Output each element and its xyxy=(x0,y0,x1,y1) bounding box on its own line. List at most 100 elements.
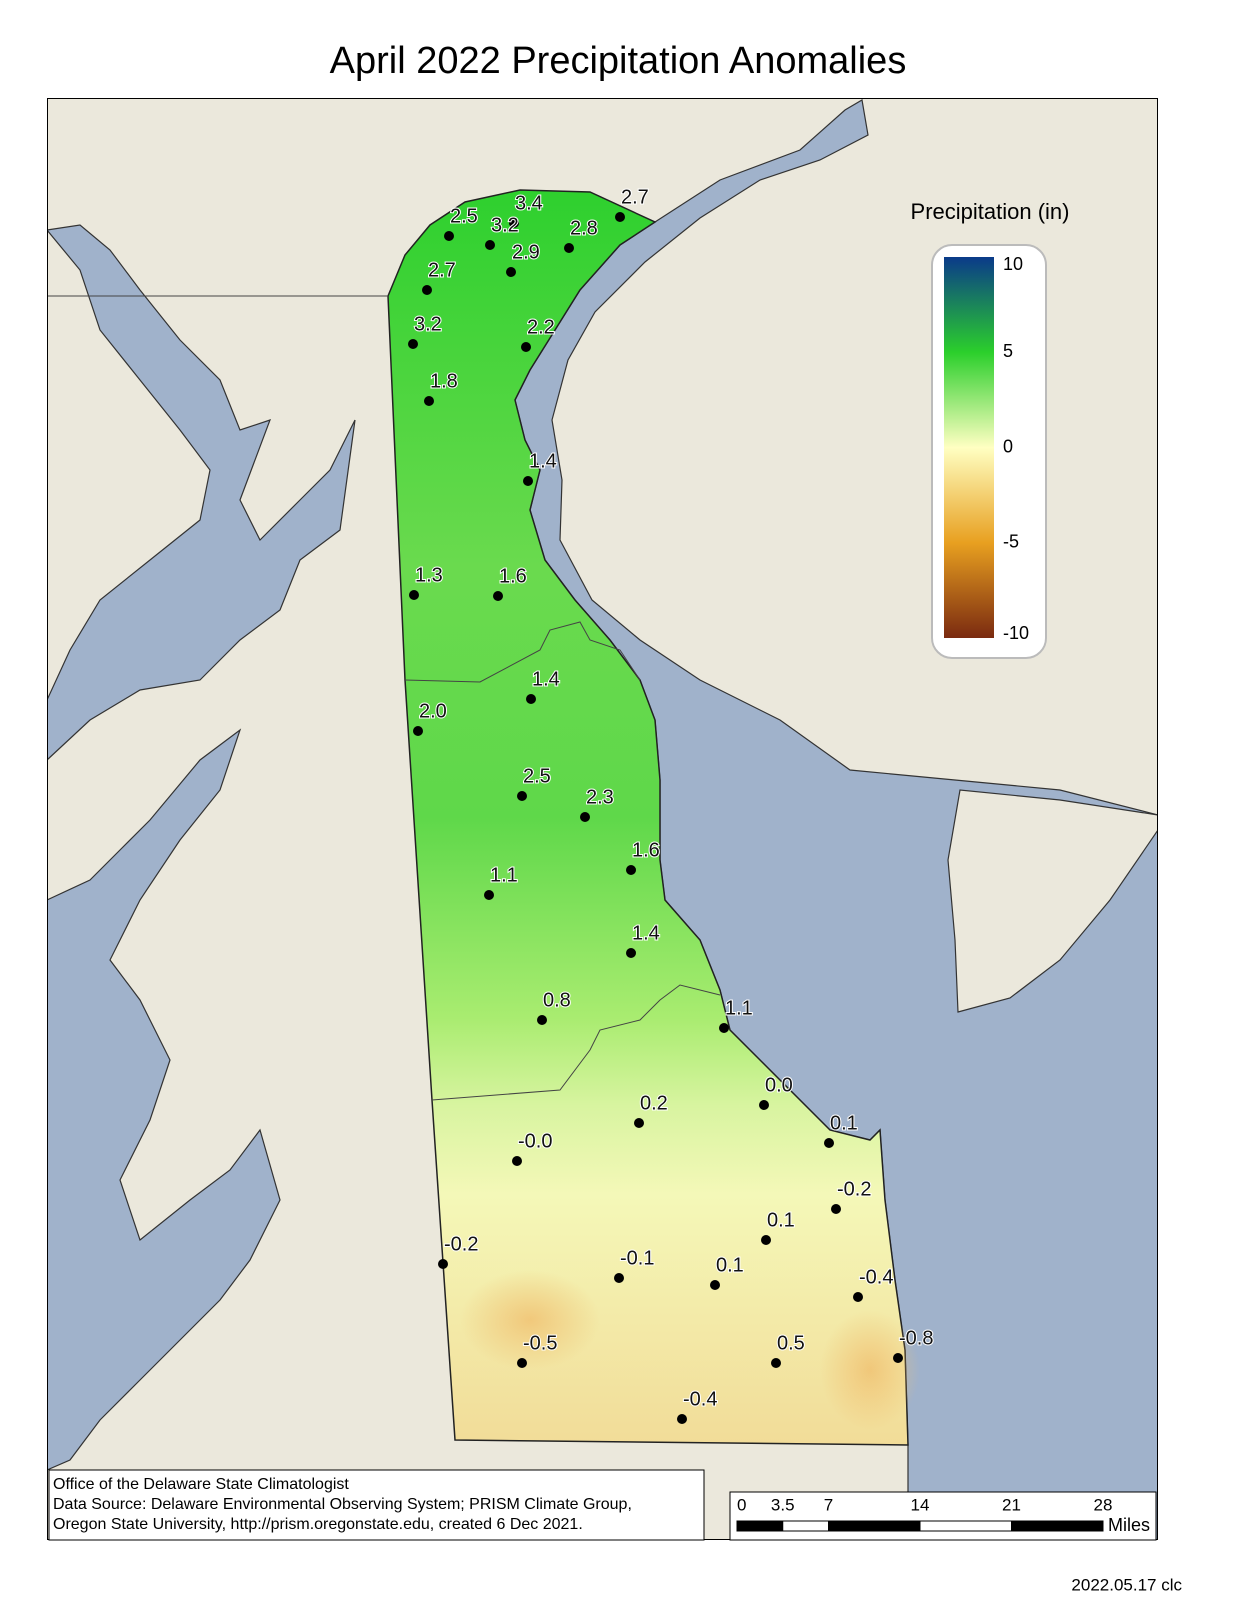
station-label: 1.8 xyxy=(430,370,458,392)
station-label: 1.6 xyxy=(632,839,660,861)
station-label: 1.4 xyxy=(529,450,557,472)
scale-segment xyxy=(736,1520,784,1532)
station-label: -0.1 xyxy=(620,1247,654,1269)
station-dot xyxy=(759,1100,769,1110)
map-title: April 2022 Precipitation Anomalies xyxy=(330,40,907,82)
station-label: 0.1 xyxy=(830,1112,858,1134)
station-label: 0.2 xyxy=(640,1092,668,1114)
station-dot xyxy=(710,1280,720,1290)
scale-segment xyxy=(919,1520,1012,1532)
legend-tick-label: 0 xyxy=(1003,436,1013,456)
station-label: 2.7 xyxy=(428,259,456,281)
station-dot xyxy=(493,591,503,601)
station-dot xyxy=(512,1156,522,1166)
station-label: 2.5 xyxy=(523,765,551,787)
station-dot xyxy=(526,694,536,704)
station-dot xyxy=(506,267,516,277)
station-dot xyxy=(484,890,494,900)
station-dot xyxy=(893,1353,903,1363)
station-dot xyxy=(564,243,574,253)
station-label: -0.2 xyxy=(837,1178,871,1200)
station-label: 0.1 xyxy=(767,1209,795,1231)
scale-tick-label: 14 xyxy=(911,1495,930,1514)
station-label: 2.5 xyxy=(450,205,478,227)
scale-segment xyxy=(782,1520,829,1532)
station-label: 0.8 xyxy=(543,989,571,1011)
station-dot xyxy=(614,1273,624,1283)
station-label: 2.3 xyxy=(586,786,614,808)
station-label: 0.5 xyxy=(777,1332,805,1354)
station-label: 1.4 xyxy=(532,668,560,690)
station-dot xyxy=(615,212,625,222)
scale-tick-label: 28 xyxy=(1094,1495,1113,1514)
station-label: 2.7 xyxy=(621,186,649,208)
station-dot xyxy=(521,342,531,352)
station-label: 3.4 xyxy=(515,192,543,214)
station-label: 2.8 xyxy=(570,217,598,239)
station-dot xyxy=(408,339,418,349)
station-label: 2.9 xyxy=(512,241,540,263)
station-dot xyxy=(626,948,636,958)
station-label: 1.4 xyxy=(632,922,660,944)
stations: 2.72.53.43.2 2.82.92.73.2 2.21.81.41.3 1.61… xyxy=(408,185,934,1424)
scale-tick-label: 0 xyxy=(737,1495,746,1514)
station-dot xyxy=(517,791,527,801)
station-dot xyxy=(771,1358,781,1368)
station-label: -0.2 xyxy=(444,1233,478,1255)
station-dot xyxy=(831,1204,841,1214)
legend-title: Precipitation (in) xyxy=(911,199,1070,224)
station-label: -0.4 xyxy=(683,1388,717,1410)
station-label: 0.1 xyxy=(716,1254,744,1276)
station-dot xyxy=(413,726,423,736)
station-dot xyxy=(719,1023,729,1033)
scale-tick-label: 3.5 xyxy=(771,1495,795,1514)
station-dot xyxy=(422,285,432,295)
station-dot xyxy=(761,1235,771,1245)
credit-line: Data Source: Delaware Environmental Obse… xyxy=(53,1496,632,1513)
scale-box xyxy=(729,1491,1157,1541)
station-dot xyxy=(424,396,434,406)
scale-segment xyxy=(828,1520,921,1532)
station-label: -0.4 xyxy=(859,1266,893,1288)
station-label: 3.2 xyxy=(491,214,519,236)
legend-tick-label: 5 xyxy=(1003,341,1013,361)
legend-tick-label: -5 xyxy=(1003,532,1019,552)
legend-tick-label: -10 xyxy=(1003,623,1029,643)
station-dot xyxy=(580,812,590,822)
station-label: 3.2 xyxy=(414,313,442,335)
station-label: 1.3 xyxy=(415,564,443,586)
station-label: 0.0 xyxy=(765,1074,793,1096)
station-dot xyxy=(444,231,454,241)
legend-colorbar xyxy=(944,257,994,638)
station-dot xyxy=(853,1292,863,1302)
station-label: -0.5 xyxy=(523,1332,557,1354)
stamp: 2022.05.17 clc xyxy=(1071,1575,1182,1594)
station-dot xyxy=(824,1138,834,1148)
station-label: 1.1 xyxy=(725,997,753,1019)
station-label: -0.8 xyxy=(899,1327,933,1349)
scale-tick-label: 7 xyxy=(824,1495,833,1514)
scale-tick-label: 21 xyxy=(1002,1495,1021,1514)
station-dot xyxy=(485,240,495,250)
station-label: -0.0 xyxy=(518,1130,552,1152)
station-dot xyxy=(523,476,533,486)
station-dot xyxy=(517,1358,527,1368)
station-dot xyxy=(626,865,636,875)
station-label: 1.6 xyxy=(499,565,527,587)
station-dot xyxy=(438,1259,448,1269)
scale-segment xyxy=(1011,1520,1104,1532)
credit-line: Oregon State University, http://prism.or… xyxy=(53,1516,583,1533)
station-dot xyxy=(509,218,519,228)
station-label: 2.0 xyxy=(419,700,447,722)
station-label: 1.1 xyxy=(490,864,518,886)
station-label: 2.2 xyxy=(527,316,555,338)
legend-tick-label: 10 xyxy=(1003,254,1023,274)
scale-unit: Miles xyxy=(1108,1515,1150,1535)
station-dot xyxy=(677,1414,687,1424)
station-dot xyxy=(634,1118,644,1128)
station-dot xyxy=(409,590,419,600)
credits-box xyxy=(48,1469,705,1541)
credit-line: Office of the Delaware State Climatologi… xyxy=(53,1476,349,1493)
station-dot xyxy=(537,1015,547,1025)
